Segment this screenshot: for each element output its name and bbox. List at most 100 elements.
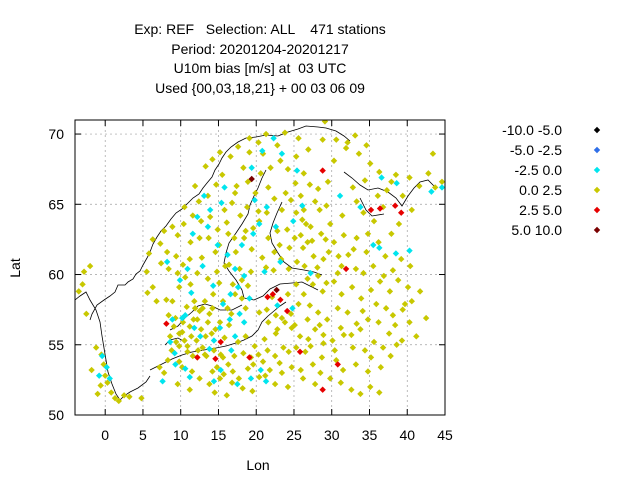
data-point bbox=[252, 189, 259, 197]
data-point bbox=[225, 321, 233, 329]
data-point bbox=[229, 281, 237, 288]
data-point bbox=[248, 246, 255, 253]
data-point bbox=[238, 276, 246, 284]
data-point bbox=[176, 358, 183, 365]
data-point bbox=[317, 230, 325, 237]
data-point bbox=[163, 258, 171, 266]
data-point bbox=[281, 319, 289, 326]
data-point bbox=[238, 295, 246, 302]
data-point bbox=[337, 379, 344, 386]
data-point bbox=[338, 262, 345, 270]
data-point bbox=[392, 171, 400, 178]
data-point bbox=[246, 295, 253, 302]
data-point bbox=[385, 330, 393, 337]
data-point bbox=[277, 258, 284, 266]
data-point bbox=[311, 380, 319, 388]
data-point bbox=[339, 366, 347, 374]
title-line-3: U10m bias [m/s] at 03 UTC bbox=[173, 60, 347, 76]
data-point bbox=[229, 368, 237, 375]
data-point bbox=[184, 348, 191, 355]
data-point bbox=[398, 255, 405, 263]
data-point bbox=[285, 348, 292, 355]
data-point bbox=[406, 319, 413, 326]
data-point bbox=[191, 182, 199, 190]
data-point bbox=[383, 187, 391, 194]
data-point bbox=[330, 157, 338, 164]
data-point bbox=[210, 378, 218, 385]
data-point bbox=[202, 163, 209, 170]
data-point bbox=[225, 361, 232, 368]
data-point bbox=[364, 368, 372, 375]
data-point bbox=[190, 316, 197, 323]
data-point bbox=[287, 196, 295, 204]
data-point bbox=[166, 333, 174, 340]
data-point bbox=[197, 333, 204, 340]
title-line-4: Used {00,03,18,21} + 00 03 06 09 bbox=[155, 79, 365, 96]
data-point bbox=[163, 248, 171, 256]
data-point bbox=[184, 342, 191, 350]
data-point bbox=[376, 244, 383, 252]
data-point bbox=[204, 223, 212, 230]
legend-marker bbox=[593, 206, 601, 214]
data-point bbox=[357, 326, 364, 333]
data-point bbox=[264, 293, 271, 301]
data-point bbox=[271, 248, 278, 256]
data-point bbox=[160, 369, 168, 377]
data-point bbox=[189, 230, 196, 237]
data-point bbox=[195, 198, 203, 205]
data-point bbox=[348, 283, 356, 291]
data-point bbox=[307, 342, 314, 350]
data-point bbox=[213, 181, 220, 188]
data-point bbox=[200, 192, 208, 200]
data-point bbox=[106, 375, 113, 382]
y-tick-label: 65 bbox=[48, 196, 64, 212]
data-point bbox=[314, 264, 321, 271]
data-point bbox=[361, 347, 369, 354]
data-point bbox=[181, 203, 188, 211]
data-point bbox=[438, 184, 445, 191]
x-tick-label: 20 bbox=[248, 427, 264, 443]
data-point bbox=[216, 279, 223, 287]
data-point bbox=[248, 164, 255, 171]
data-point bbox=[340, 331, 348, 339]
data-point bbox=[278, 369, 286, 377]
data-point bbox=[321, 120, 329, 125]
data-point bbox=[320, 331, 327, 339]
data-point bbox=[246, 135, 253, 142]
data-point bbox=[234, 380, 241, 388]
data-point bbox=[250, 361, 257, 368]
data-point bbox=[327, 220, 334, 228]
data-point bbox=[310, 253, 317, 260]
data-point bbox=[206, 310, 213, 318]
data-point bbox=[188, 333, 195, 340]
data-point bbox=[145, 250, 153, 257]
data-point bbox=[94, 390, 101, 398]
data-point bbox=[320, 255, 327, 263]
data-point bbox=[351, 132, 359, 139]
data-point bbox=[228, 199, 236, 207]
data-point bbox=[244, 178, 252, 186]
title-line-1: Exp: REF Selection: ALL 471 stations bbox=[134, 21, 386, 37]
data-point bbox=[231, 333, 239, 340]
data-point bbox=[234, 143, 242, 150]
data-point bbox=[182, 365, 189, 372]
data-point bbox=[191, 305, 199, 312]
data-point bbox=[355, 150, 363, 157]
data-point bbox=[239, 385, 246, 392]
coastline-norway bbox=[89, 125, 351, 321]
data-point bbox=[165, 265, 172, 273]
data-point bbox=[324, 316, 331, 323]
data-point bbox=[103, 364, 110, 371]
data-point bbox=[399, 306, 406, 313]
data-point bbox=[267, 164, 274, 171]
data-point bbox=[115, 397, 122, 405]
data-point bbox=[357, 203, 364, 211]
data-point bbox=[339, 212, 346, 219]
data-point bbox=[176, 342, 183, 350]
data-point bbox=[284, 165, 292, 173]
data-point bbox=[182, 274, 189, 281]
data-point bbox=[376, 278, 384, 285]
data-point bbox=[357, 390, 364, 398]
y-tick-label: 50 bbox=[48, 407, 64, 423]
data-point bbox=[280, 344, 287, 351]
